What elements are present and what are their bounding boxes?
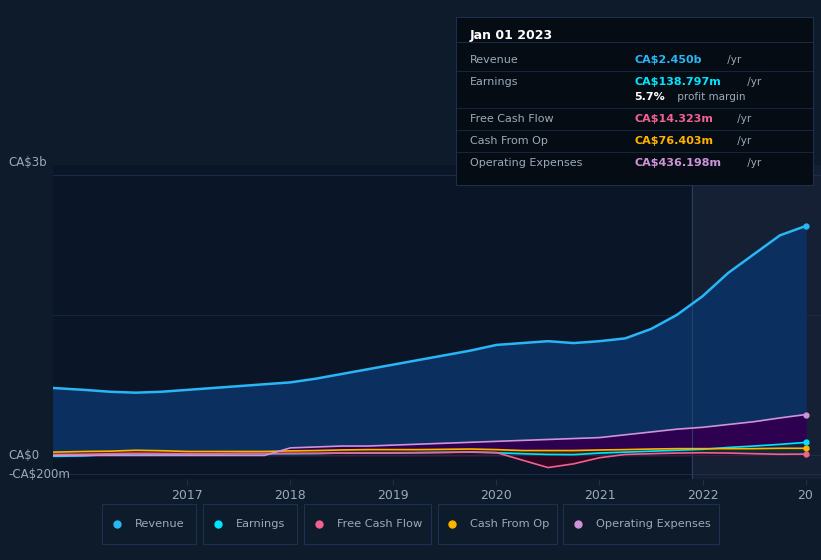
Text: CA$3b: CA$3b	[8, 156, 47, 169]
Text: Earnings: Earnings	[470, 77, 518, 87]
FancyBboxPatch shape	[563, 503, 719, 544]
Text: Jan 01 2023: Jan 01 2023	[470, 29, 553, 41]
Text: Revenue: Revenue	[135, 519, 184, 529]
Text: CA$2.450b: CA$2.450b	[635, 55, 702, 66]
Text: CA$14.323m: CA$14.323m	[635, 114, 713, 124]
Text: 5.7%: 5.7%	[635, 92, 665, 102]
Text: Free Cash Flow: Free Cash Flow	[337, 519, 422, 529]
Text: Cash From Op: Cash From Op	[470, 519, 550, 529]
FancyBboxPatch shape	[438, 503, 557, 544]
Text: CA$76.403m: CA$76.403m	[635, 136, 713, 146]
Bar	[692, 165, 821, 479]
Text: /yr: /yr	[734, 114, 751, 124]
Text: Cash From Op: Cash From Op	[470, 136, 548, 146]
Text: Operating Expenses: Operating Expenses	[470, 158, 582, 168]
Text: Operating Expenses: Operating Expenses	[596, 519, 711, 529]
FancyBboxPatch shape	[203, 503, 297, 544]
Text: profit margin: profit margin	[674, 92, 745, 102]
Text: CA$436.198m: CA$436.198m	[635, 158, 721, 168]
Text: /yr: /yr	[744, 158, 761, 168]
Text: /yr: /yr	[734, 136, 751, 146]
Text: Free Cash Flow: Free Cash Flow	[470, 114, 553, 124]
Text: Revenue: Revenue	[470, 55, 519, 66]
FancyBboxPatch shape	[102, 503, 196, 544]
Text: CA$138.797m: CA$138.797m	[635, 77, 721, 87]
Text: /yr: /yr	[744, 77, 761, 87]
Text: Earnings: Earnings	[236, 519, 285, 529]
Text: -CA$200m: -CA$200m	[8, 468, 70, 480]
Text: CA$0: CA$0	[8, 449, 39, 462]
FancyBboxPatch shape	[304, 503, 431, 544]
Text: /yr: /yr	[724, 55, 741, 66]
